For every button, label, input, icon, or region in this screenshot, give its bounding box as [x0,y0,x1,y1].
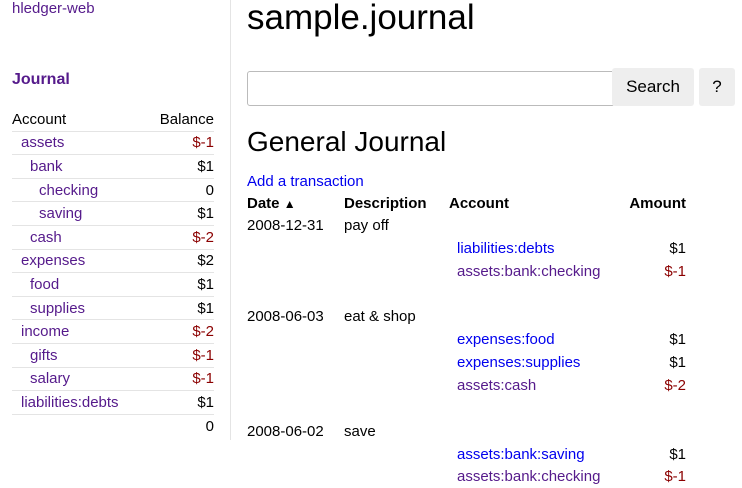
posting-account-link[interactable]: assets:bank:saving [457,445,585,463]
posting-amount: $-1 [664,262,686,280]
add-transaction-link[interactable]: Add a transaction [247,173,364,190]
account-row: bank $1 [12,154,214,179]
description-column-header: Description [344,195,427,212]
posting-account-link[interactable]: assets:cash [457,376,537,394]
account-balance: 0 [145,178,214,203]
account-row: assets $-1 [12,131,214,156]
account-row: expenses $2 [12,249,214,274]
account-balance: $-2 [145,319,214,344]
account-balance: $1 [145,154,214,179]
journal-heading: General Journal [247,126,447,157]
posting-amount: $1 [669,240,686,257]
posting-row: assets:bank:checking $-1 [247,261,687,283]
posting-amount: $1 [669,445,686,463]
total-balance: 0 [145,413,214,438]
posting-row: assets:bank:saving $1 [247,444,687,466]
sidebar-divider [230,0,231,440]
account-link[interactable]: income [21,323,70,341]
account-link[interactable]: assets [21,134,65,152]
account-balance: $1 [145,272,214,297]
account-link[interactable]: saving [39,205,83,223]
account-link[interactable]: food [30,275,60,293]
account-balance: $1 [145,201,214,226]
transaction-row: 2008-06-02 save [247,421,687,443]
transaction-description: eat & shop [344,308,416,326]
posting-amount: $1 [669,354,686,372]
posting-row: expenses:supplies $1 [247,352,687,374]
account-balance: $-1 [145,367,214,392]
account-row: food $1 [12,272,214,297]
transaction-row: 2008-06-03 eat & shop [247,306,687,328]
transaction-description: pay off [344,217,389,234]
total-row: 0 [12,413,214,438]
search-button[interactable]: Search [612,68,694,106]
account-balance: $-1 [145,343,214,368]
account-link[interactable]: expenses [21,252,86,270]
account-link[interactable]: supplies [30,299,86,317]
transaction-date: 2008-12-31 [247,217,324,234]
account-column-header: Account [449,195,509,212]
account-row: salary $-1 [12,367,214,392]
account-balance: $2 [145,249,214,274]
transaction-row: 2008-12-31 pay off [247,215,687,237]
account-link[interactable]: salary [30,370,71,388]
account-row: checking 0 [12,178,214,203]
account-balance: $1 [145,390,214,415]
account-link[interactable]: liabilities:debts [21,393,119,411]
amount-column-header: Amount [629,195,686,212]
posting-account-link[interactable]: expenses:supplies [457,354,581,372]
account-header: Account [12,108,146,132]
page-title: sample.journal [247,0,475,37]
posting-row: expenses:food $1 [247,329,687,351]
account-link[interactable]: bank [30,157,63,175]
date-column-header[interactable]: Date ▲ [247,193,296,215]
posting-row: assets:bank:checking $-1 [247,466,687,488]
account-balance: $-1 [145,131,214,156]
account-row: gifts $-1 [12,343,214,368]
brand-link[interactable]: hledger-web [12,0,95,17]
total-label [12,413,146,438]
search-input[interactable] [247,71,615,106]
journal-link[interactable]: Journal [12,71,70,88]
posting-amount: $-1 [664,468,686,486]
help-button[interactable]: ? [699,68,735,106]
posting-account-link[interactable]: assets:bank:checking [457,262,601,280]
transaction-description: save [344,422,376,440]
posting-account-link[interactable]: assets:bank:checking [457,468,601,486]
posting-account-link[interactable]: liabilities:debts [457,240,555,257]
account-link[interactable]: cash [30,228,62,246]
account-row: cash $-2 [12,225,214,250]
chevron-up-icon: ▲ [283,197,296,211]
posting-row: liabilities:debts $1 [247,238,687,260]
balance-header: Balance [145,108,214,132]
account-row: liabilities:debts $1 [12,390,214,415]
date-header-label: Date [247,195,280,212]
transaction-date: 2008-06-02 [247,422,324,440]
account-link[interactable]: gifts [30,346,58,364]
account-link[interactable]: checking [39,181,99,199]
account-row: supplies $1 [12,296,214,321]
journal-header-row: Date ▲ Description Account Amount [247,193,687,215]
posting-row: assets:cash $-2 [247,375,687,397]
account-row: saving $1 [12,201,214,226]
accounts-table: Account Balance assets $-1 bank $1 checking 0 s… [12,108,214,438]
transaction-date: 2008-06-03 [247,308,324,326]
account-row: income $-2 [12,319,214,344]
posting-account-link[interactable]: expenses:food [457,331,555,349]
posting-amount: $1 [669,331,686,349]
account-balance: $1 [145,296,214,321]
posting-amount: $-2 [664,376,686,394]
account-balance: $-2 [145,225,214,250]
